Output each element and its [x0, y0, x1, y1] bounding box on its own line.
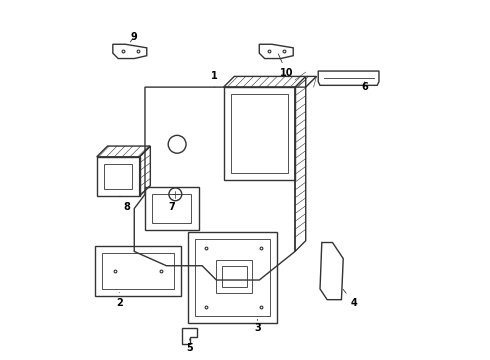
Text: 9: 9 — [130, 32, 137, 42]
Text: 1: 1 — [211, 71, 218, 87]
Text: 7: 7 — [169, 202, 175, 212]
Text: 10: 10 — [278, 54, 294, 78]
Text: 4: 4 — [343, 289, 357, 308]
Text: 3: 3 — [254, 319, 261, 333]
Text: 8: 8 — [120, 196, 130, 212]
Text: 6: 6 — [361, 82, 368, 92]
Text: 2: 2 — [116, 293, 122, 308]
Text: 5: 5 — [186, 339, 193, 353]
